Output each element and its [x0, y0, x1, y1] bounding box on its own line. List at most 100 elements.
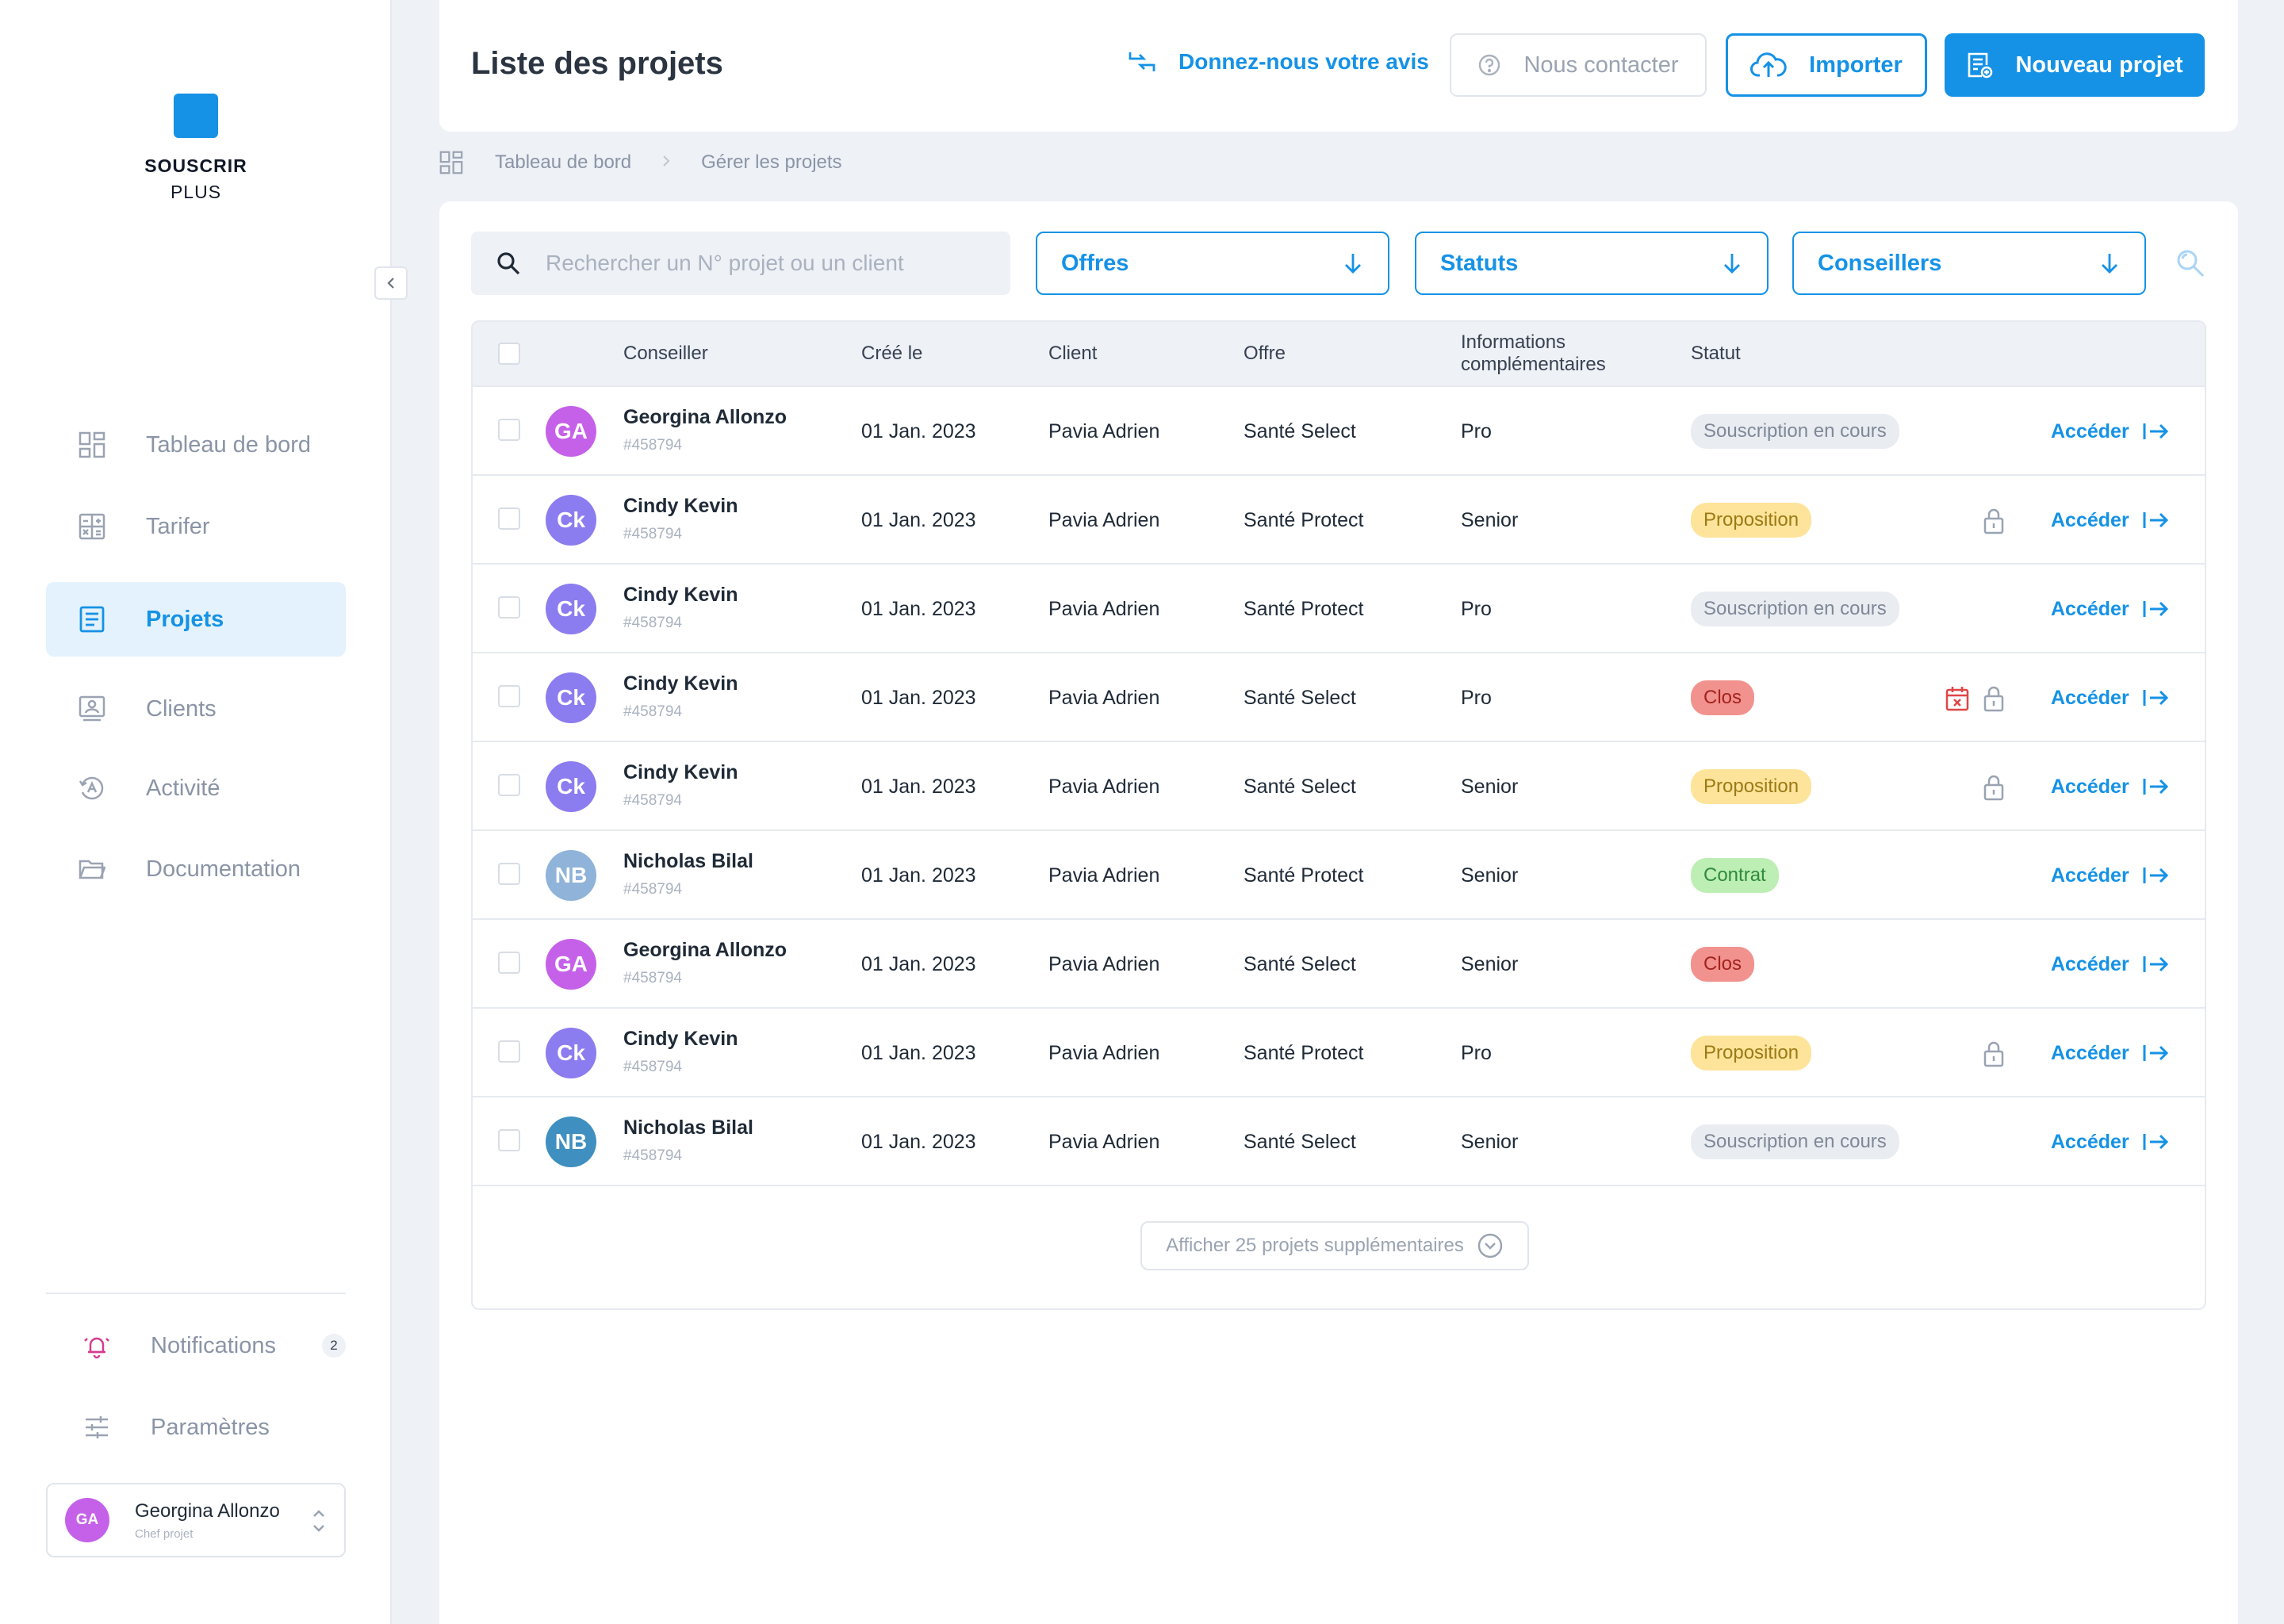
statuts-filter-dropdown[interactable]: Statuts	[1415, 232, 1769, 295]
import-button[interactable]: Importer	[1726, 33, 1927, 97]
row-checkbox[interactable]	[498, 1040, 520, 1063]
search-input[interactable]	[546, 251, 990, 276]
status-cell: Proposition	[1691, 742, 1812, 831]
row-checkbox[interactable]	[498, 774, 520, 796]
column-informations[interactable]: Informations complémentaires	[1461, 322, 1606, 385]
offre-name: Santé Select	[1244, 952, 1356, 975]
arrow-down-icon	[2098, 251, 2121, 275]
conseiller-name: Nicholas Bilal	[623, 850, 753, 872]
sidebar-divider	[46, 1293, 346, 1294]
row-checkbox[interactable]	[498, 685, 520, 707]
lock-icon	[1983, 1040, 2005, 1071]
offres-filter-dropdown[interactable]: Offres	[1036, 232, 1389, 295]
table-row[interactable]: Ck Cindy Kevin #458794 01 Jan. 2023 Pavi…	[473, 1007, 2205, 1097]
acceder-link[interactable]: Accéder	[2051, 1009, 2169, 1097]
row-checkbox[interactable]	[498, 1129, 520, 1151]
client-name: Pavia Adrien	[1048, 597, 1160, 620]
breadcrumb-home-link[interactable]: Tableau de bord	[495, 151, 632, 173]
table-row[interactable]: NB Nicholas Bilal #458794 01 Jan. 2023 P…	[473, 1096, 2205, 1186]
client-name: Pavia Adrien	[1048, 864, 1160, 887]
sidebar-item-documentation[interactable]: Documentation	[46, 832, 346, 906]
table-row[interactable]: Ck Cindy Kevin #458794 01 Jan. 2023 Pavi…	[473, 563, 2205, 653]
offres-filter-label: Offres	[1061, 250, 1129, 276]
info-complementaire: Senior	[1461, 864, 1519, 887]
collapse-sidebar-button[interactable]	[374, 266, 408, 300]
row-checkbox[interactable]	[498, 863, 520, 885]
created-date: 01 Jan. 2023	[861, 775, 976, 798]
acceder-label: Accéder	[2051, 864, 2129, 887]
sidebar-item-clients[interactable]: Clients	[46, 672, 346, 746]
arrow-right-to-bar-icon	[2142, 511, 2169, 530]
sidebar-item-activite[interactable]: Activité	[46, 751, 346, 825]
row-checkbox[interactable]	[498, 508, 520, 530]
sidebar-item-parametres[interactable]: Paramètres	[46, 1390, 346, 1465]
table-row[interactable]: GA Georgina Allonzo #458794 01 Jan. 2023…	[473, 385, 2205, 476]
project-id: #458794	[623, 703, 682, 720]
status-cell: Clos	[1691, 653, 1755, 742]
bell-alert-icon	[81, 1330, 113, 1362]
settings-label: Paramètres	[151, 1414, 270, 1440]
sidebar-item-tarifer[interactable]: Tarifer	[46, 489, 346, 564]
table-row[interactable]: Ck Cindy Kevin #458794 01 Jan. 2023 Pavi…	[473, 741, 2205, 831]
sidebar-item-tableau-de-bord[interactable]: Tableau de bord	[46, 408, 346, 482]
load-more-button[interactable]: Afficher 25 projets supplémentaires	[1140, 1221, 1529, 1270]
apply-search-icon[interactable]	[2173, 246, 2208, 285]
project-id: #458794	[623, 526, 682, 542]
acceder-link[interactable]: Accéder	[2051, 653, 2169, 742]
sidebar-item-label: Activité	[146, 775, 220, 801]
created-date: 01 Jan. 2023	[861, 597, 976, 620]
table-row[interactable]: GA Georgina Allonzo #458794 01 Jan. 2023…	[473, 918, 2205, 1009]
column-conseiller[interactable]: Conseiller	[623, 343, 708, 364]
acceder-link[interactable]: Accéder	[2051, 565, 2169, 653]
calendar-cancel-icon[interactable]	[1945, 685, 1970, 716]
sidebar-item-label: Tableau de bord	[146, 431, 311, 458]
offre-name: Santé Select	[1244, 1130, 1356, 1153]
brand-logo[interactable]: SOUSCRIR PLUS	[0, 94, 392, 203]
client-name: Pavia Adrien	[1048, 775, 1160, 798]
row-checkbox[interactable]	[498, 952, 520, 974]
new-document-icon	[1966, 52, 1993, 79]
row-checkbox[interactable]	[498, 596, 520, 619]
acceder-link[interactable]: Accéder	[2051, 1097, 2169, 1186]
column-client[interactable]: Client	[1048, 343, 1098, 364]
new-project-button[interactable]: Nouveau projet	[1945, 33, 2205, 97]
feedback-link[interactable]: Donnez-nous votre avis	[1128, 49, 1429, 75]
row-checkbox[interactable]	[498, 419, 520, 441]
sidebar-item-projets[interactable]: Projets	[46, 582, 346, 657]
arrow-right-to-bar-icon	[2142, 1132, 2169, 1151]
feedback-label: Donnez-nous votre avis	[1178, 49, 1429, 74]
project-id: #458794	[623, 437, 682, 454]
sidebar-item-notifications[interactable]: Notifications 2	[46, 1308, 346, 1383]
acceder-link[interactable]: Accéder	[2051, 476, 2169, 565]
conseiller-name: Cindy Kevin	[623, 1028, 738, 1050]
acceder-link[interactable]: Accéder	[2051, 920, 2169, 1009]
select-all-checkbox[interactable]	[498, 343, 520, 365]
acceder-label: Accéder	[2051, 1130, 2129, 1153]
status-badge: Proposition	[1691, 769, 1812, 804]
help-circle-icon	[1477, 53, 1501, 77]
user-switcher[interactable]: GA Georgina Allonzo Chef projet	[46, 1483, 346, 1557]
created-date: 01 Jan. 2023	[861, 508, 976, 531]
project-id: #458794	[623, 792, 682, 809]
project-id: #458794	[623, 881, 682, 898]
conseillers-filter-dropdown[interactable]: Conseillers	[1792, 232, 2146, 295]
acceder-link[interactable]: Accéder	[2051, 742, 2169, 831]
column-offre[interactable]: Offre	[1244, 343, 1286, 364]
status-badge: Souscription en cours	[1691, 1124, 1899, 1159]
created-date: 01 Jan. 2023	[861, 1130, 976, 1153]
acceder-label: Accéder	[2051, 952, 2129, 975]
acceder-link[interactable]: Accéder	[2051, 831, 2169, 920]
table-row[interactable]: NB Nicholas Bilal #458794 01 Jan. 2023 P…	[473, 829, 2205, 920]
column-informations-line2: complémentaires	[1461, 354, 1606, 375]
acceder-link[interactable]: Accéder	[2051, 387, 2169, 476]
contact-button[interactable]: Nous contacter	[1450, 33, 1707, 97]
avatar: Ck	[546, 672, 596, 723]
arrow-right-to-bar-icon	[2142, 955, 2169, 974]
column-cree-le[interactable]: Créé le	[861, 343, 923, 364]
table-row[interactable]: Ck Cindy Kevin #458794 01 Jan. 2023 Pavi…	[473, 474, 2205, 565]
table-row[interactable]: Ck Cindy Kevin #458794 01 Jan. 2023 Pavi…	[473, 652, 2205, 742]
sidebar-item-label: Documentation	[146, 856, 301, 882]
column-statut[interactable]: Statut	[1691, 343, 1741, 364]
projects-panel: Offres Statuts Conseillers Conseiller Cr…	[439, 201, 2238, 1624]
chevron-up-down-icon	[311, 1505, 327, 1541]
